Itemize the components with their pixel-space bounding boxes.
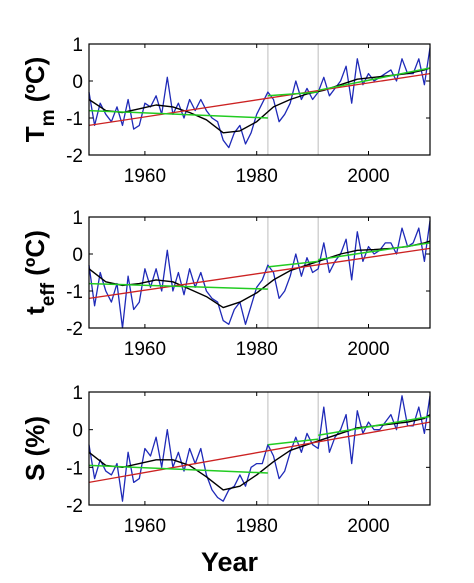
series-smooth-line: [88, 240, 431, 309]
series-observed-line: [88, 220, 431, 329]
y-tick-label: -2: [66, 319, 83, 340]
series-segment-line: [318, 415, 431, 437]
y-tick-label: 1: [72, 208, 83, 229]
panel-3: 1960 1980 2000 -2 -1 0 1 S (%) Year: [20, 383, 431, 577]
series-segment-line: [318, 67, 431, 92]
y-tick-label: 1: [72, 383, 83, 404]
series-observed-line: [88, 47, 431, 149]
series-smooth-line: [88, 67, 431, 134]
y-tick-label: -1: [66, 282, 83, 303]
x-tick-label: 1960: [124, 166, 166, 187]
panel-1: 1960 1980 2000 -2 -1 0 1 Tm (ºC): [20, 35, 431, 187]
series-segment-line: [88, 282, 268, 290]
series-segment-line: [318, 242, 431, 261]
x-tick-label: 2000: [347, 166, 389, 187]
y-tick-label: -2: [66, 146, 83, 167]
series-trend-line: [88, 72, 431, 127]
x-tick-label: 2000: [347, 339, 389, 360]
y-tick-label: -2: [66, 496, 83, 517]
x-tick-label: 1980: [236, 166, 278, 187]
panel-2: 1960 1980 2000 -2 -1 0 1 teff (ºC): [20, 208, 431, 360]
plot-frame: [88, 391, 431, 506]
y-tick-label: 0: [72, 72, 83, 93]
x-tick-label: 2000: [347, 516, 389, 537]
y-tick-label: -1: [66, 458, 83, 479]
y-axis-label: S (%): [20, 416, 50, 481]
y-tick-label: 0: [72, 245, 83, 266]
series-segment-line: [267, 260, 319, 268]
y-axis-label: Tm (ºC): [20, 57, 59, 143]
x-tick-label: 1980: [236, 516, 278, 537]
x-tick-label: 1960: [124, 516, 166, 537]
y-tick-label: 0: [72, 421, 83, 442]
x-tick-label: 1960: [124, 339, 166, 360]
y-axis-label: teff (ºC): [20, 230, 59, 315]
x-tick-label: 1980: [236, 339, 278, 360]
series-segment-line: [88, 109, 268, 119]
plot-frame: [88, 43, 431, 156]
series-trend-line: [88, 247, 431, 300]
series-trend-line: [88, 421, 431, 484]
x-axis-label: Year: [201, 547, 259, 577]
series-observed-line: [88, 395, 431, 502]
series-segment-line: [267, 438, 319, 446]
y-tick-label: -1: [66, 109, 83, 130]
y-tick-label: 1: [72, 35, 83, 56]
series-segment-line: [88, 464, 268, 474]
plot-frame: [88, 216, 431, 329]
series-segment-line: [267, 91, 319, 97]
